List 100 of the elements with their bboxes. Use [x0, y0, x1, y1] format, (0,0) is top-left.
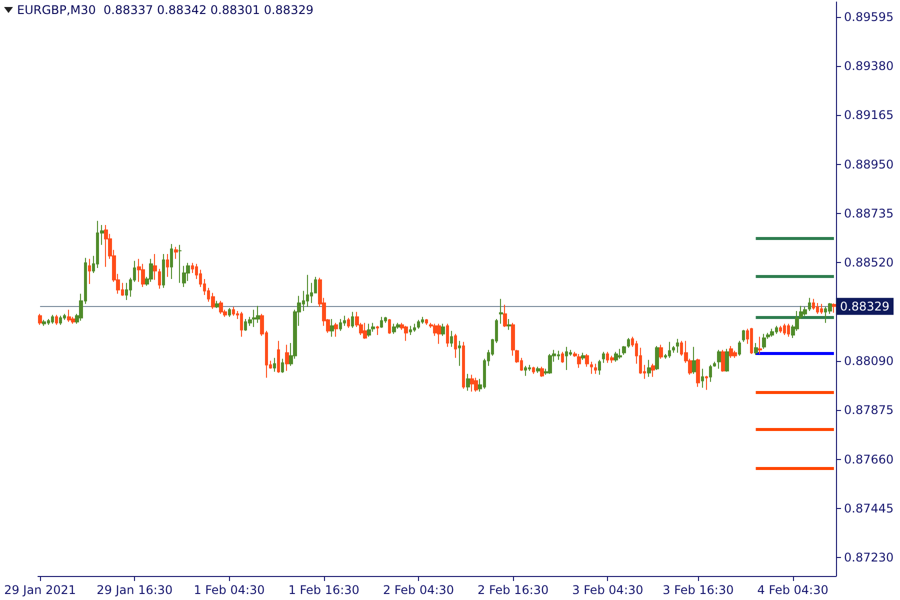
candlestick — [524, 365, 527, 376]
candlestick — [762, 333, 766, 350]
candlestick — [347, 317, 350, 328]
candlestick — [141, 263, 145, 288]
candlestick — [215, 300, 219, 308]
chart-title: EURGBP,M30 0.88337 0.88342 0.88301 0.88329 — [17, 3, 314, 17]
candlestick — [474, 377, 478, 392]
candlestick — [721, 349, 725, 372]
candlestick — [392, 323, 396, 334]
candlestick — [532, 366, 535, 374]
candlestick — [437, 323, 441, 344]
candlestick — [417, 319, 420, 330]
candlestick — [787, 323, 790, 338]
candlestick — [162, 254, 165, 288]
candlestick — [252, 309, 256, 328]
candlestick — [166, 254, 169, 278]
candlestick — [676, 338, 679, 354]
candlestick — [273, 357, 276, 372]
candlestick — [170, 243, 173, 280]
candlestick — [153, 254, 157, 280]
candlestick — [696, 358, 700, 388]
candlestick — [380, 316, 383, 328]
candlestick — [803, 306, 807, 316]
candlestick — [219, 300, 223, 314]
candlestick — [779, 325, 782, 334]
candlestick — [174, 246, 178, 260]
candlestick — [149, 258, 153, 282]
candlestick — [832, 302, 836, 314]
y-tick-label: 0.89595 — [844, 10, 894, 24]
candlestick — [256, 305, 260, 324]
candlestick — [339, 318, 342, 332]
candlestick — [285, 344, 289, 372]
candlestick — [503, 304, 507, 328]
candlestick — [770, 328, 774, 338]
candlestick — [351, 311, 354, 328]
candlestick — [281, 358, 284, 374]
candlestick — [750, 327, 753, 354]
candlestick — [812, 298, 815, 310]
candlestick — [733, 350, 737, 358]
candlestick — [458, 340, 461, 366]
candlestick — [655, 345, 659, 370]
candlestick — [618, 348, 622, 360]
candlestick — [705, 375, 708, 390]
candlestick — [758, 336, 762, 354]
candlestick — [367, 323, 371, 338]
candlestick — [470, 374, 474, 392]
y-tick-label: 0.87445 — [844, 502, 894, 516]
candlestick — [729, 345, 733, 358]
candlestick — [334, 322, 338, 338]
candlestick — [742, 329, 745, 342]
y-tick-label: 0.87230 — [844, 550, 894, 565]
y-tick-label: 0.89165 — [844, 108, 894, 122]
candlestick — [561, 351, 564, 364]
candlestick — [540, 366, 544, 378]
candlestick — [158, 268, 161, 290]
candlestick — [277, 340, 280, 374]
candlestick — [594, 363, 597, 374]
x-tick-label: 1 Feb 16:30 — [288, 583, 360, 597]
x-tick-label: 29 Jan 2021 — [4, 583, 76, 597]
candlestick — [363, 322, 367, 340]
candlestick — [413, 323, 416, 332]
candlestick — [738, 340, 741, 356]
y-tick-label: 0.88735 — [844, 206, 894, 221]
candlestick — [376, 325, 379, 336]
candlestick — [182, 265, 186, 288]
candlestick — [754, 342, 758, 356]
x-tick-label: 3 Feb 16:30 — [662, 583, 734, 597]
candlestick — [409, 325, 412, 336]
candlestick — [820, 303, 823, 314]
candlestick — [446, 323, 449, 348]
candlestick — [692, 346, 696, 374]
candlestick — [441, 323, 445, 336]
candlestick — [783, 323, 786, 336]
candlestick — [330, 318, 334, 338]
candlestick — [178, 244, 182, 284]
y-tick-label: 0.88090 — [844, 354, 894, 368]
candlestick — [602, 351, 605, 364]
candlestick — [425, 318, 428, 326]
candlestick — [211, 292, 215, 310]
candlestick — [659, 344, 663, 360]
candlestick — [622, 345, 626, 356]
candlestick — [548, 353, 552, 374]
candlestick — [565, 346, 568, 370]
candlestick — [51, 314, 54, 324]
candlestick — [717, 349, 721, 370]
candlestick — [647, 359, 651, 378]
candlestick — [462, 341, 465, 390]
x-tick-label: 4 Feb 04:30 — [757, 583, 828, 597]
candlestick — [536, 366, 540, 374]
candlestick — [816, 302, 819, 314]
candlestick — [581, 352, 585, 360]
x-tick-label: 3 Feb 04:30 — [572, 583, 644, 597]
candlestick — [125, 282, 128, 300]
candlestick — [725, 348, 729, 372]
ref-line-label: 0.88329 — [840, 299, 890, 314]
y-tick-label: 0.88950 — [844, 157, 894, 172]
candlestick — [709, 364, 712, 382]
candlestick — [507, 318, 511, 330]
candlestick — [38, 313, 42, 326]
y-tick-label: 0.87875 — [844, 403, 894, 418]
